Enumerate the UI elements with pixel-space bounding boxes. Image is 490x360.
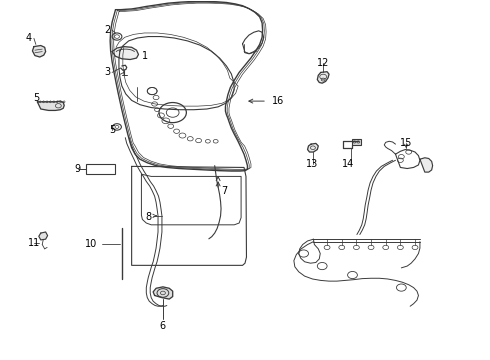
Text: 11: 11 bbox=[28, 238, 40, 248]
Polygon shape bbox=[37, 101, 64, 111]
Text: 7: 7 bbox=[221, 186, 227, 197]
Text: 4: 4 bbox=[26, 33, 32, 43]
Polygon shape bbox=[32, 45, 46, 57]
Text: 15: 15 bbox=[400, 139, 413, 148]
Polygon shape bbox=[420, 158, 433, 172]
Polygon shape bbox=[308, 143, 319, 152]
Bar bbox=[351, 139, 361, 145]
Text: 16: 16 bbox=[272, 96, 284, 106]
Text: 13: 13 bbox=[306, 159, 318, 169]
Polygon shape bbox=[112, 46, 139, 59]
Text: 2: 2 bbox=[104, 25, 110, 35]
Text: 14: 14 bbox=[342, 159, 354, 169]
Text: 1: 1 bbox=[143, 51, 148, 61]
Text: 8: 8 bbox=[145, 212, 151, 221]
Text: 10: 10 bbox=[85, 239, 98, 249]
Text: 9: 9 bbox=[75, 164, 81, 174]
Text: 6: 6 bbox=[160, 321, 166, 331]
Bar bbox=[86, 163, 115, 174]
Text: 5: 5 bbox=[33, 93, 39, 103]
Text: 12: 12 bbox=[317, 58, 329, 68]
Polygon shape bbox=[318, 72, 329, 83]
Text: 3: 3 bbox=[104, 67, 110, 77]
Polygon shape bbox=[39, 232, 48, 240]
Text: 5: 5 bbox=[109, 125, 115, 135]
Polygon shape bbox=[153, 287, 172, 299]
